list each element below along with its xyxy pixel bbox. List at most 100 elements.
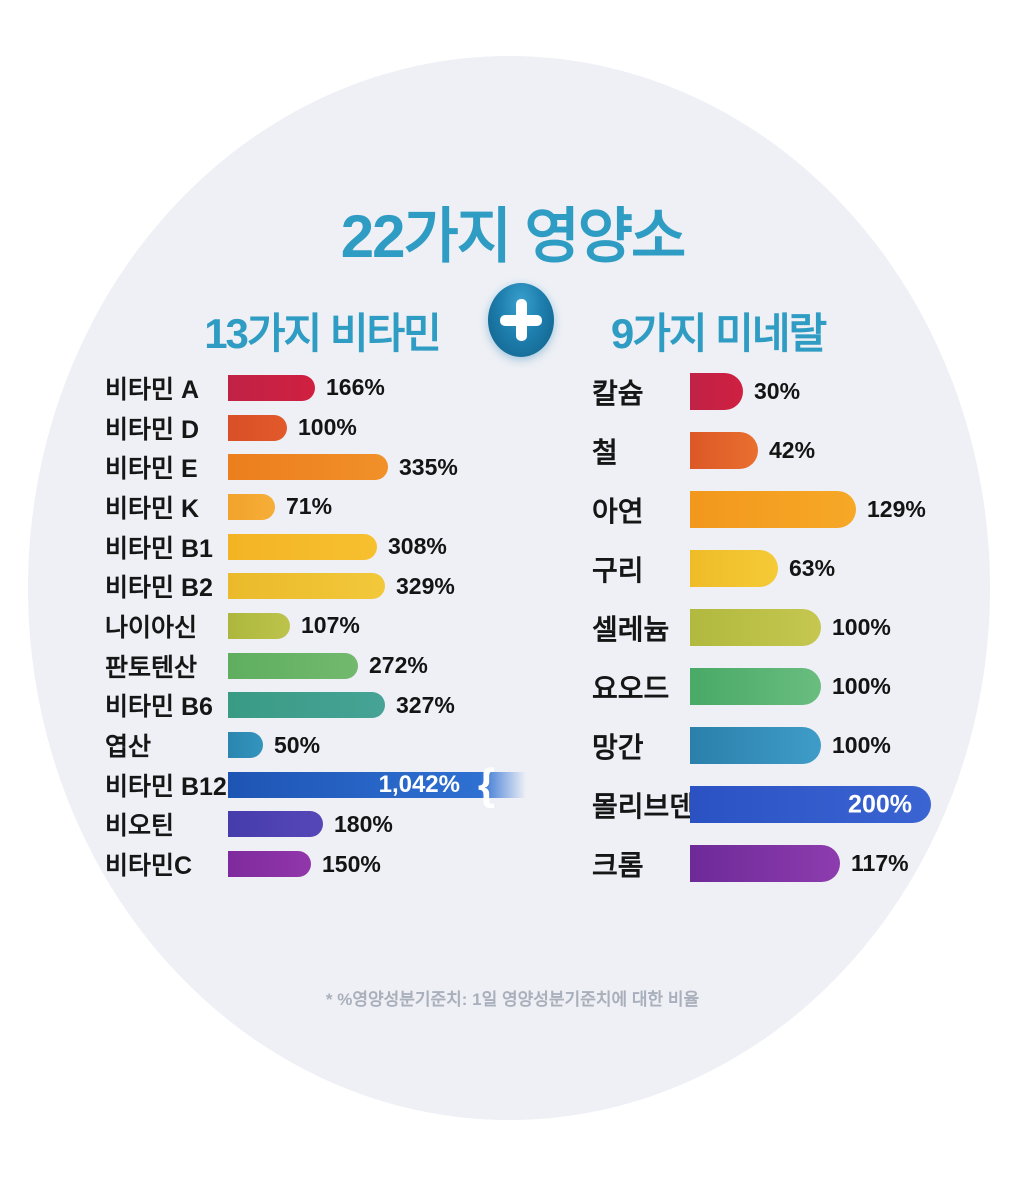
nutrient-bar <box>690 845 840 882</box>
bar-group: 272% <box>228 646 428 686</box>
vitamin-bar-list: 비타민 A 166% 비타민 D 100% 비타민 E 335% 비타민 K 71% 비타민 B… <box>105 368 625 884</box>
nutrient-label: 비타민 B1 <box>105 534 213 563</box>
nutrient-label: 망간 <box>592 731 644 763</box>
nutrient-bar: 200% <box>690 786 931 823</box>
nutrient-label: 몰리브덴 <box>592 790 696 822</box>
bar-value: 200% <box>848 790 912 818</box>
bar-value: 100% <box>832 732 891 758</box>
subtitle-vitamins: 13가지 비타민 <box>204 310 442 357</box>
footnote: * %영양성분기준치: 1일 영양성분기준치에 대한 비율 <box>325 990 700 1009</box>
bar-group: 100% <box>690 598 891 657</box>
nutrient-bar: 1,042% { <box>228 762 495 806</box>
nutrient-row: 셀레늄 100% <box>592 598 1012 657</box>
nutrient-bar <box>228 851 311 878</box>
bar-value: 308% <box>388 533 447 560</box>
bar-value: 329% <box>396 572 455 599</box>
nutrient-row: 나이아신 107% <box>105 606 625 646</box>
nutrient-bar <box>228 454 388 481</box>
bar-group: 63% <box>690 539 835 598</box>
nutrient-bar <box>228 692 385 719</box>
nutrient-row: 요오드 100% <box>592 657 1012 716</box>
bar-group: 107% <box>228 606 360 646</box>
nutrient-row: 엽산 50% <box>105 725 625 765</box>
nutrient-label: 비타민 B6 <box>105 693 213 722</box>
bar-value: 166% <box>326 374 385 401</box>
nutrient-label: 비타민 K <box>105 494 200 523</box>
nutrient-bar <box>690 668 821 705</box>
bar-value: 335% <box>399 453 458 480</box>
nutrient-label: 비타민C <box>105 852 193 881</box>
bar-value: 107% <box>301 612 360 639</box>
bar-group: 180% <box>228 805 393 845</box>
nutrient-row: 비타민 E 335% <box>105 447 625 487</box>
bar-group: 129% <box>690 480 926 539</box>
bar-value: 100% <box>832 673 891 699</box>
bar-group: 42% <box>690 421 815 480</box>
bar-group: 200% <box>690 775 931 834</box>
nutrient-bar <box>690 727 821 764</box>
nutrient-bar <box>690 432 758 469</box>
bar-group: 1,042% { <box>228 762 526 806</box>
bar-group: 71% <box>228 487 332 527</box>
bar-value: 117% <box>851 850 909 876</box>
nutrient-label: 크롬 <box>592 849 644 881</box>
nutrient-bar <box>228 612 290 639</box>
bar-group: 117% <box>690 834 909 893</box>
nutrient-label: 칼슘 <box>592 377 644 409</box>
nutrient-bar <box>228 414 287 441</box>
nutrient-bar <box>228 573 385 600</box>
nutrient-bar <box>228 811 323 838</box>
page-title: 22가지 영양소 <box>340 203 686 270</box>
bar-value: 272% <box>369 652 428 679</box>
bar-value: 100% <box>298 414 357 441</box>
nutrient-row: 비타민C 150% <box>105 844 625 884</box>
nutrient-row: 아연 129% <box>592 480 1012 539</box>
nutrient-label: 비타민 E <box>105 455 198 484</box>
nutrient-row: 비타민 A 166% <box>105 368 625 408</box>
bar-group: 50% <box>228 725 320 765</box>
nutrient-bar <box>690 550 778 587</box>
bar-value: 100% <box>832 614 891 640</box>
mineral-bar-list: 칼슘 30% 철 42% 아연 129% 구리 63% 셀레늄 100% 요오드 100% 망간 100%… <box>592 362 1012 893</box>
bar-value: 42% <box>769 437 816 463</box>
subtitle-minerals: 9가지 미네랄 <box>610 310 827 357</box>
bar-group: 100% <box>690 657 891 716</box>
nutrient-label: 셀레늄 <box>592 613 670 645</box>
nutrient-label: 비오틴 <box>105 812 175 841</box>
nutrient-row: 구리 63% <box>592 539 1012 598</box>
bar-group: 166% <box>228 368 385 408</box>
nutrient-row: 판토텐산 272% <box>105 646 625 686</box>
nutrient-row: 비타민 B6 327% <box>105 686 625 726</box>
nutrient-bar <box>228 533 377 560</box>
nutrient-row: 철 42% <box>592 421 1012 480</box>
plus-icon <box>488 283 554 357</box>
bar-break-icon: { <box>477 759 495 809</box>
bar-value: 327% <box>396 691 455 718</box>
nutrient-row: 칼슘 30% <box>592 362 1012 421</box>
bar-group: 308% <box>228 527 447 567</box>
bar-group: 100% <box>228 408 357 448</box>
bar-group: 335% <box>228 447 458 487</box>
bar-value: 50% <box>274 731 321 758</box>
nutrient-row: 비오틴 180% <box>105 805 625 845</box>
nutrient-label: 비타민 B12 <box>105 772 227 801</box>
nutrient-label: 엽산 <box>105 733 152 762</box>
nutrient-row: 몰리브덴 200% <box>592 775 1012 834</box>
nutrient-label: 판토텐산 <box>105 653 198 682</box>
background-blob <box>28 56 990 1120</box>
nutrient-row: 크롬 117% <box>592 834 1012 893</box>
bar-value: 150% <box>322 850 381 877</box>
nutrient-label: 구리 <box>592 554 644 586</box>
bar-value: 129% <box>867 496 926 522</box>
nutrient-label: 아연 <box>592 495 644 527</box>
nutrient-row: 비타민 B1 308% <box>105 527 625 567</box>
nutrient-label: 비타민 A <box>105 375 200 404</box>
bar-value: 180% <box>334 810 393 837</box>
nutrient-label: 나이아신 <box>105 613 198 642</box>
nutrient-row: 비타민 B2 329% <box>105 566 625 606</box>
bar-value: 1,042% <box>378 770 460 798</box>
bar-value: 71% <box>286 493 333 520</box>
bar-value: 63% <box>789 555 836 581</box>
nutrient-row: 비타민 B12 1,042% { <box>105 762 625 806</box>
nutrient-label: 비타민 B2 <box>105 574 213 603</box>
